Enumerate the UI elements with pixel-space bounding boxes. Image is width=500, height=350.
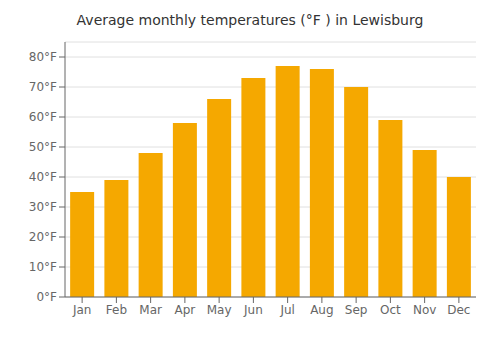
svg-text:Jan: Jan — [72, 303, 92, 317]
svg-text:Apr: Apr — [174, 303, 195, 317]
svg-text:60°F: 60°F — [29, 110, 57, 124]
svg-text:Dec: Dec — [447, 303, 470, 317]
svg-text:20°F: 20°F — [29, 230, 57, 244]
svg-text:70°F: 70°F — [29, 80, 57, 94]
svg-text:Jun: Jun — [243, 303, 263, 317]
svg-text:40°F: 40°F — [29, 170, 57, 184]
svg-text:0°F: 0°F — [36, 290, 57, 304]
svg-text:May: May — [207, 303, 232, 317]
svg-text:80°F: 80°F — [29, 50, 57, 64]
svg-text:Jul: Jul — [279, 303, 294, 317]
html-text:Average monthly temperatures (: Average monthly temperatures (°F ) in Le… — [76, 12, 424, 28]
svg-text:50°F: 50°F — [29, 140, 57, 154]
svg-text:Sep: Sep — [345, 303, 368, 317]
svg-text:10°F: 10°F — [29, 260, 57, 274]
svg-text:Feb: Feb — [106, 303, 127, 317]
svg-text:30°F: 30°F — [29, 200, 57, 214]
svg-text:Oct: Oct — [380, 303, 401, 317]
svg-text:Mar: Mar — [139, 303, 162, 317]
svg-text:Nov: Nov — [413, 303, 436, 317]
svg-text:Aug: Aug — [310, 303, 333, 317]
